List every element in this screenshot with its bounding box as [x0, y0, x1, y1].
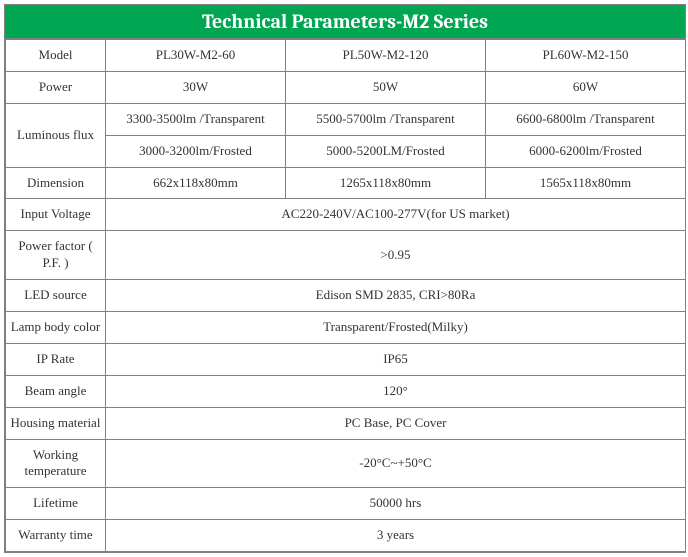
cell-model-2: PL50W-M2-120	[286, 40, 486, 72]
cell-ip-rate: IP65	[106, 343, 686, 375]
table-row: Model PL30W-M2-60 PL50W-M2-120 PL60W-M2-…	[6, 40, 686, 72]
label-luminous-flux: Luminous flux	[6, 103, 106, 167]
table-title: Technical Parameters-M2 Series	[5, 5, 685, 39]
cell-lf-trans-3: 6600-6800lm /Transparent	[486, 103, 686, 135]
cell-power-factor: >0.95	[106, 231, 686, 280]
table-row: Lamp body color Transparent/Frosted(Milk…	[6, 312, 686, 344]
cell-power-2: 50W	[286, 71, 486, 103]
cell-lf-trans-2: 5500-5700lm /Transparent	[286, 103, 486, 135]
label-led-source: LED source	[6, 280, 106, 312]
cell-lifetime: 50000 hrs	[106, 488, 686, 520]
table-row: Lifetime 50000 hrs	[6, 488, 686, 520]
label-working-temperature: Working temperature	[6, 439, 106, 488]
label-beam-angle: Beam angle	[6, 375, 106, 407]
label-warranty-time: Warranty time	[6, 520, 106, 552]
cell-power-3: 60W	[486, 71, 686, 103]
label-lamp-body-color: Lamp body color	[6, 312, 106, 344]
table-row: LED source Edison SMD 2835, CRI>80Ra	[6, 280, 686, 312]
cell-dim-2: 1265x118x80mm	[286, 167, 486, 199]
cell-beam-angle: 120°	[106, 375, 686, 407]
table-row: Input Voltage AC220-240V/AC100-277V(for …	[6, 199, 686, 231]
cell-model-3: PL60W-M2-150	[486, 40, 686, 72]
cell-dim-3: 1565x118x80mm	[486, 167, 686, 199]
cell-lf-frost-2: 5000-5200LM/Frosted	[286, 135, 486, 167]
cell-housing-material: PC Base, PC Cover	[106, 407, 686, 439]
table-row: IP Rate IP65	[6, 343, 686, 375]
table-row: Working temperature -20°C~+50°C	[6, 439, 686, 488]
label-model: Model	[6, 40, 106, 72]
label-power: Power	[6, 71, 106, 103]
table-row: 3000-3200lm/Frosted 5000-5200LM/Frosted …	[6, 135, 686, 167]
cell-dim-1: 662x118x80mm	[106, 167, 286, 199]
spec-table: Model PL30W-M2-60 PL50W-M2-120 PL60W-M2-…	[5, 39, 686, 552]
cell-lf-frost-3: 6000-6200lm/Frosted	[486, 135, 686, 167]
label-input-voltage: Input Voltage	[6, 199, 106, 231]
label-lifetime: Lifetime	[6, 488, 106, 520]
table-row: Luminous flux 3300-3500lm /Transparent 5…	[6, 103, 686, 135]
cell-power-1: 30W	[106, 71, 286, 103]
label-housing-material: Housing material	[6, 407, 106, 439]
cell-working-temperature: -20°C~+50°C	[106, 439, 686, 488]
label-power-factor: Power factor ( P.F. )	[6, 231, 106, 280]
spec-table-container: Technical Parameters-M2 Series Model PL3…	[4, 4, 686, 553]
table-row: Dimension 662x118x80mm 1265x118x80mm 156…	[6, 167, 686, 199]
table-row: Housing material PC Base, PC Cover	[6, 407, 686, 439]
table-row: Power 30W 50W 60W	[6, 71, 686, 103]
cell-input-voltage: AC220-240V/AC100-277V(for US market)	[106, 199, 686, 231]
table-row: Beam angle 120°	[6, 375, 686, 407]
cell-lf-frost-1: 3000-3200lm/Frosted	[106, 135, 286, 167]
cell-model-1: PL30W-M2-60	[106, 40, 286, 72]
cell-warranty-time: 3 years	[106, 520, 686, 552]
cell-lf-trans-1: 3300-3500lm /Transparent	[106, 103, 286, 135]
cell-lamp-body-color: Transparent/Frosted(Milky)	[106, 312, 686, 344]
label-ip-rate: IP Rate	[6, 343, 106, 375]
cell-led-source: Edison SMD 2835, CRI>80Ra	[106, 280, 686, 312]
table-row: Warranty time 3 years	[6, 520, 686, 552]
table-row: Power factor ( P.F. ) >0.95	[6, 231, 686, 280]
label-dimension: Dimension	[6, 167, 106, 199]
